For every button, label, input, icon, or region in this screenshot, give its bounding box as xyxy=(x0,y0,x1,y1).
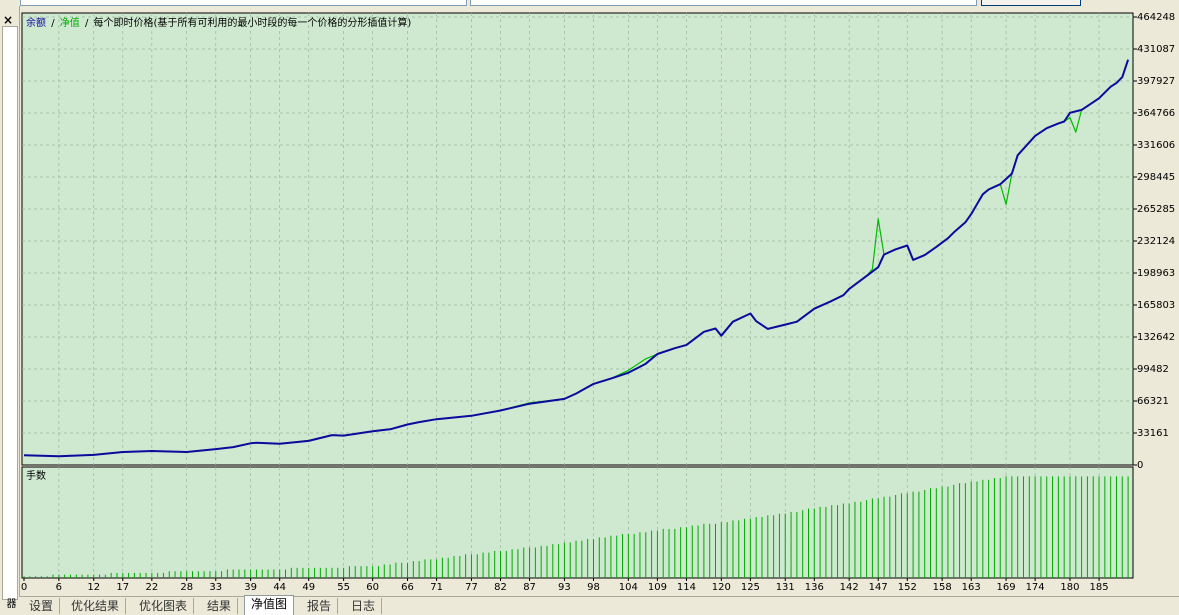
y-tick-label: 397927 xyxy=(1137,76,1175,87)
y-tick-label: 165803 xyxy=(1137,300,1175,311)
legend-balance: 余额 xyxy=(26,16,46,29)
y-tick-label: 232124 xyxy=(1137,236,1175,247)
y-tick-label: 364766 xyxy=(1137,108,1175,119)
x-tick-label: 71 xyxy=(430,582,443,593)
x-tick-label: 17 xyxy=(116,582,129,593)
x-axis-ticks: 0 6 12 17 22 28 33 39 44 49 55 60 66 71 77 82 87 93 98 104 1… xyxy=(21,578,1109,593)
tab-settings[interactable]: 设置 xyxy=(23,598,61,614)
equity-lines xyxy=(23,59,1130,458)
x-tick-label: 158 xyxy=(933,582,952,593)
x-tick-label: 44 xyxy=(273,582,286,593)
x-tick-label: 147 xyxy=(869,582,888,593)
x-tick-label: 60 xyxy=(366,582,379,593)
close-icon[interactable]: × xyxy=(3,13,14,27)
equity-chart: 0 33161 66321 99482 132642 165803 198963 232124… xyxy=(21,12,1175,593)
x-tick-label: 22 xyxy=(145,582,158,593)
x-tick-label: 136 xyxy=(805,582,824,593)
x-tick-label: 163 xyxy=(962,582,981,593)
x-tick-label: 77 xyxy=(465,582,478,593)
tab-optimization-graph[interactable]: 优化图表 xyxy=(133,598,195,614)
tab-journal[interactable]: 日志 xyxy=(345,598,383,614)
chart-legend: 余额 / 净值 / 每个即时价格(基于所有可利用的最小时段的每一个价格的分形插值… xyxy=(26,16,411,29)
x-tick-label: 109 xyxy=(648,582,667,593)
y-tick-label: 33161 xyxy=(1137,428,1169,439)
x-tick-label: 87 xyxy=(523,582,536,593)
top-toolbar-strip xyxy=(0,0,1179,6)
range-select[interactable] xyxy=(470,0,977,6)
tab-equity-graph[interactable]: 净值图 xyxy=(244,595,295,615)
x-tick-label: 125 xyxy=(741,582,760,593)
y-tick-label: 99482 xyxy=(1137,364,1169,375)
x-tick-label: 33 xyxy=(209,582,222,593)
y-tick-label: 331606 xyxy=(1137,140,1175,151)
y-tick-label: 265285 xyxy=(1137,204,1175,215)
tester-tab-bar: 设置 优化结果 优化图表 结果 净值图 报告 日志 xyxy=(19,595,1179,615)
y-axis-ticks: 0 33161 66321 99482 132642 165803 198963 232124… xyxy=(1133,12,1175,471)
lots-plot-area xyxy=(21,466,1134,579)
x-tick-label: 39 xyxy=(244,582,257,593)
x-tick-label: 6 xyxy=(56,582,62,593)
x-tick-label: 169 xyxy=(997,582,1016,593)
lots-panel-label: 手数 xyxy=(26,469,46,482)
x-tick-label: 152 xyxy=(898,582,917,593)
legend-equity: 净值 xyxy=(60,16,80,29)
balance-series-line xyxy=(23,59,1130,458)
legend-note: 每个即时价格(基于所有可利用的最小时段的每一个价格的分形插值计算) xyxy=(94,16,412,29)
legend-sep1: / xyxy=(51,18,55,29)
lots-bars xyxy=(23,476,1129,578)
x-tick-label: 104 xyxy=(619,582,638,593)
x-tick-label: 114 xyxy=(677,582,696,593)
x-tick-label: 28 xyxy=(180,582,193,593)
x-tick-label: 12 xyxy=(87,582,100,593)
start-button[interactable] xyxy=(981,0,1081,6)
main-grid xyxy=(22,13,1133,465)
y-tick-label: 132642 xyxy=(1137,332,1175,343)
y-tick-label: 0 xyxy=(1137,460,1143,471)
legend-sep2: / xyxy=(85,18,89,29)
x-tick-label: 49 xyxy=(302,582,315,593)
x-tick-label: 82 xyxy=(494,582,507,593)
y-tick-label: 464248 xyxy=(1137,12,1175,23)
tab-optimization-results[interactable]: 优化结果 xyxy=(65,598,127,614)
x-tick-label: 120 xyxy=(712,582,731,593)
x-tick-label: 93 xyxy=(558,582,571,593)
y-tick-label: 431087 xyxy=(1137,44,1175,55)
x-tick-label: 66 xyxy=(401,582,414,593)
y-tick-label: 298445 xyxy=(1137,172,1175,183)
x-tick-label: 0 xyxy=(21,582,27,593)
x-tick-label: 131 xyxy=(776,582,795,593)
tab-results[interactable]: 结果 xyxy=(201,598,239,614)
x-tick-label: 55 xyxy=(337,582,350,593)
x-tick-label: 98 xyxy=(587,582,600,593)
y-tick-label: 198963 xyxy=(1137,268,1175,279)
tab-report[interactable]: 报告 xyxy=(301,598,339,614)
plot-backgrounds xyxy=(21,12,1134,579)
x-tick-label: 180 xyxy=(1060,582,1079,593)
period-select[interactable] xyxy=(20,0,467,6)
side-tab-strip xyxy=(2,26,18,600)
x-tick-label: 185 xyxy=(1089,582,1108,593)
y-tick-label: 66321 xyxy=(1137,396,1169,407)
x-tick-label: 142 xyxy=(840,582,859,593)
x-tick-label: 174 xyxy=(1026,582,1045,593)
